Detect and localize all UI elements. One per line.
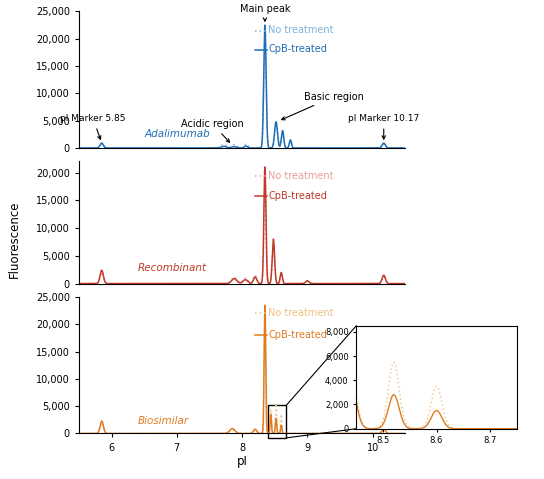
Text: CpB-treated: CpB-treated <box>268 44 327 54</box>
Text: pI Marker 5.85: pI Marker 5.85 <box>60 114 126 139</box>
Text: No treatment: No treatment <box>268 25 333 35</box>
Text: No treatment: No treatment <box>268 308 333 318</box>
Text: Acidic region: Acidic region <box>181 119 244 142</box>
Text: Biosimilar: Biosimilar <box>138 416 189 426</box>
Text: pI Marker 10.17: pI Marker 10.17 <box>348 114 419 139</box>
Text: Adalimumab: Adalimumab <box>144 129 210 139</box>
Text: Fluorescence: Fluorescence <box>8 201 21 278</box>
X-axis label: pI: pI <box>237 456 248 468</box>
Text: No treatment: No treatment <box>268 171 333 181</box>
Text: Recombinant: Recombinant <box>138 263 207 274</box>
Bar <box>268 405 287 438</box>
Text: CpB-treated: CpB-treated <box>268 191 327 201</box>
Text: Basic region: Basic region <box>282 91 364 120</box>
Text: Main peak: Main peak <box>240 4 290 21</box>
Text: CpB-treated: CpB-treated <box>268 330 327 340</box>
